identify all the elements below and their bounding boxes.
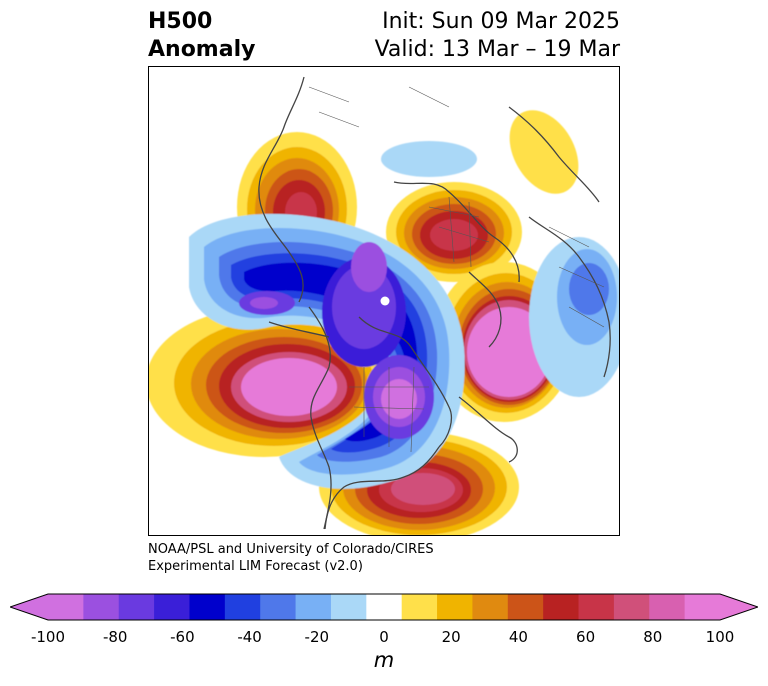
colorbar-extend-high bbox=[720, 594, 758, 620]
title-kind: Anomaly bbox=[148, 37, 256, 62]
colorbar-swatch bbox=[260, 594, 297, 620]
colorbar-swatch bbox=[507, 594, 544, 620]
colorbar-tick-label: -20 bbox=[304, 628, 330, 646]
anomaly-negative-arctic bbox=[381, 141, 477, 177]
colorbar-swatch bbox=[472, 594, 509, 620]
colorbar-extend-low bbox=[10, 594, 48, 620]
credit-line2: Experimental LIM Forecast (v2.0) bbox=[148, 559, 363, 574]
colorbar-swatch bbox=[613, 594, 650, 620]
colorbar-swatch bbox=[578, 594, 615, 620]
anomaly-map bbox=[148, 66, 620, 536]
colorbar-tick-label: 0 bbox=[379, 628, 389, 646]
anomaly-positive-pacific-core bbox=[241, 358, 337, 416]
colorbar-tick-label: -60 bbox=[170, 628, 195, 646]
colorbar-tick-label: -80 bbox=[102, 628, 128, 646]
map-canvas bbox=[149, 76, 619, 535]
title-right: Init: Sun 09 Mar 2025 Valid: 13 Mar – 19… bbox=[375, 8, 620, 64]
init-date: Init: Sun 09 Mar 2025 bbox=[382, 9, 620, 34]
colorbar-swatch bbox=[83, 594, 120, 620]
colorbar-unit-label: m bbox=[373, 648, 395, 672]
colorbar-swatch bbox=[224, 594, 261, 620]
credit-text: NOAA/PSL and University of Colorado/CIRE… bbox=[148, 541, 434, 575]
colorbar-swatch bbox=[295, 594, 332, 620]
colorbar-swatch bbox=[118, 594, 155, 620]
title-left: H500 Anomaly bbox=[148, 8, 255, 64]
anomaly-positive-south-core bbox=[391, 473, 455, 505]
coastlines bbox=[258, 76, 611, 530]
anomaly-negative-north-america-inner bbox=[381, 379, 417, 419]
colorbar bbox=[10, 593, 758, 621]
colorbar-ticks: -100 -80 -60 -40 -20 0 20 40 60 80 100 bbox=[0, 628, 768, 648]
valid-range: Valid: 13 Mar – 19 Mar bbox=[374, 37, 620, 62]
colorbar-swatch bbox=[437, 594, 473, 620]
title-variable: H500 bbox=[148, 9, 213, 34]
colorbar-swatch bbox=[154, 594, 190, 620]
anomaly-positive-northeast-core bbox=[430, 219, 478, 251]
anomaly-negative-central-core bbox=[351, 242, 387, 292]
colorbar-swatch bbox=[684, 594, 721, 620]
anomaly-positive-arctic-corner bbox=[509, 110, 579, 194]
anomaly-negative-west-lobe-core bbox=[250, 297, 278, 309]
colorbar-tick-label: 60 bbox=[576, 628, 596, 646]
colorbar-swatch bbox=[330, 594, 367, 620]
colorbar-swatch bbox=[649, 594, 686, 620]
colorbar-tick-label: 20 bbox=[441, 628, 461, 646]
colorbar-swatch bbox=[189, 594, 226, 620]
colorbar-tick-label: 100 bbox=[705, 628, 735, 646]
colorbar-tick-label: -40 bbox=[237, 628, 262, 646]
colorbar-swatch bbox=[48, 594, 84, 620]
credit-line1: NOAA/PSL and University of Colorado/CIRE… bbox=[148, 542, 434, 557]
political-boundaries bbox=[308, 86, 605, 453]
colorbar-tick-label: -100 bbox=[30, 628, 66, 646]
colorbar-outline bbox=[10, 593, 758, 621]
colorbar-swatch bbox=[401, 594, 438, 620]
colorbar-swatch bbox=[366, 594, 403, 620]
colorbar-tick-label: 80 bbox=[643, 628, 663, 646]
north-pole-marker bbox=[380, 296, 390, 306]
colorbar-swatch bbox=[543, 594, 580, 620]
colorbar-tick-label: 40 bbox=[508, 628, 528, 646]
